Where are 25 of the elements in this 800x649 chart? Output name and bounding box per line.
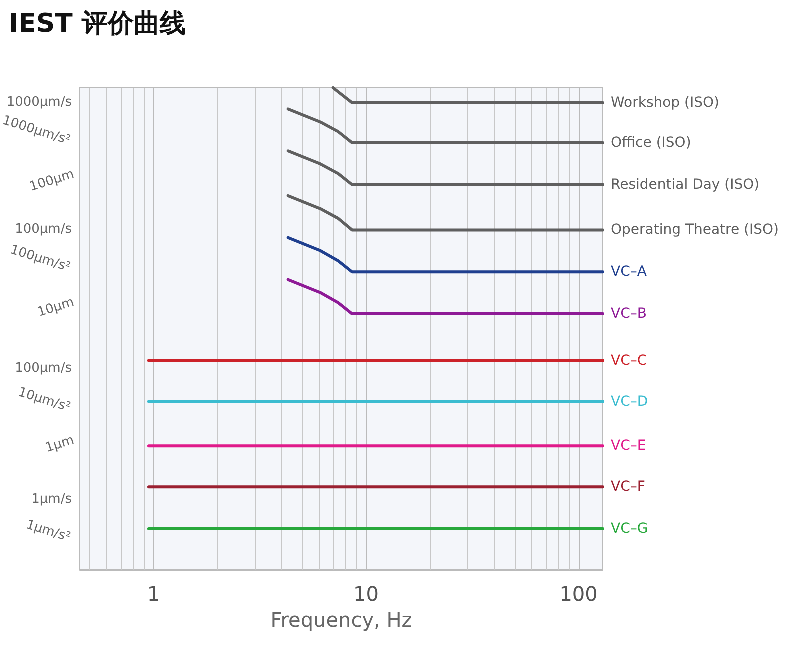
series-label: Workshop (ISO) (611, 94, 720, 111)
text: 100μm/s (15, 222, 72, 237)
series-label: VC–D (611, 394, 648, 410)
series-label: Office (ISO) (611, 134, 692, 151)
text: 1μm/s (32, 492, 72, 507)
series-label: VC–E (611, 438, 646, 454)
text: 10μm (36, 295, 76, 320)
x-tick-label: 1 (147, 582, 160, 606)
text: 100μm (28, 167, 76, 195)
text: 1μm (44, 433, 76, 456)
series-label: VC–B (611, 306, 647, 322)
x-axis-title: Frequency, Hz (270, 608, 412, 632)
series-label: Residential Day (ISO) (611, 176, 760, 193)
series-label: VC–A (611, 264, 648, 280)
series-label: VC–F (611, 479, 646, 496)
series-label: VC–C (611, 352, 648, 369)
series-label: VC–G (611, 521, 648, 538)
chart-title: IEST 评价曲线 (9, 9, 186, 39)
text: 10μm/s² (16, 385, 72, 416)
text: 100μm/s (15, 361, 72, 376)
text: 1μm/s² (24, 518, 72, 546)
series-label: Operating Theatre (ISO) (611, 222, 780, 238)
text: 1000μm/s (6, 95, 72, 110)
x-tick-label: 100 (560, 582, 598, 606)
x-tick-label: 10 (354, 582, 379, 606)
